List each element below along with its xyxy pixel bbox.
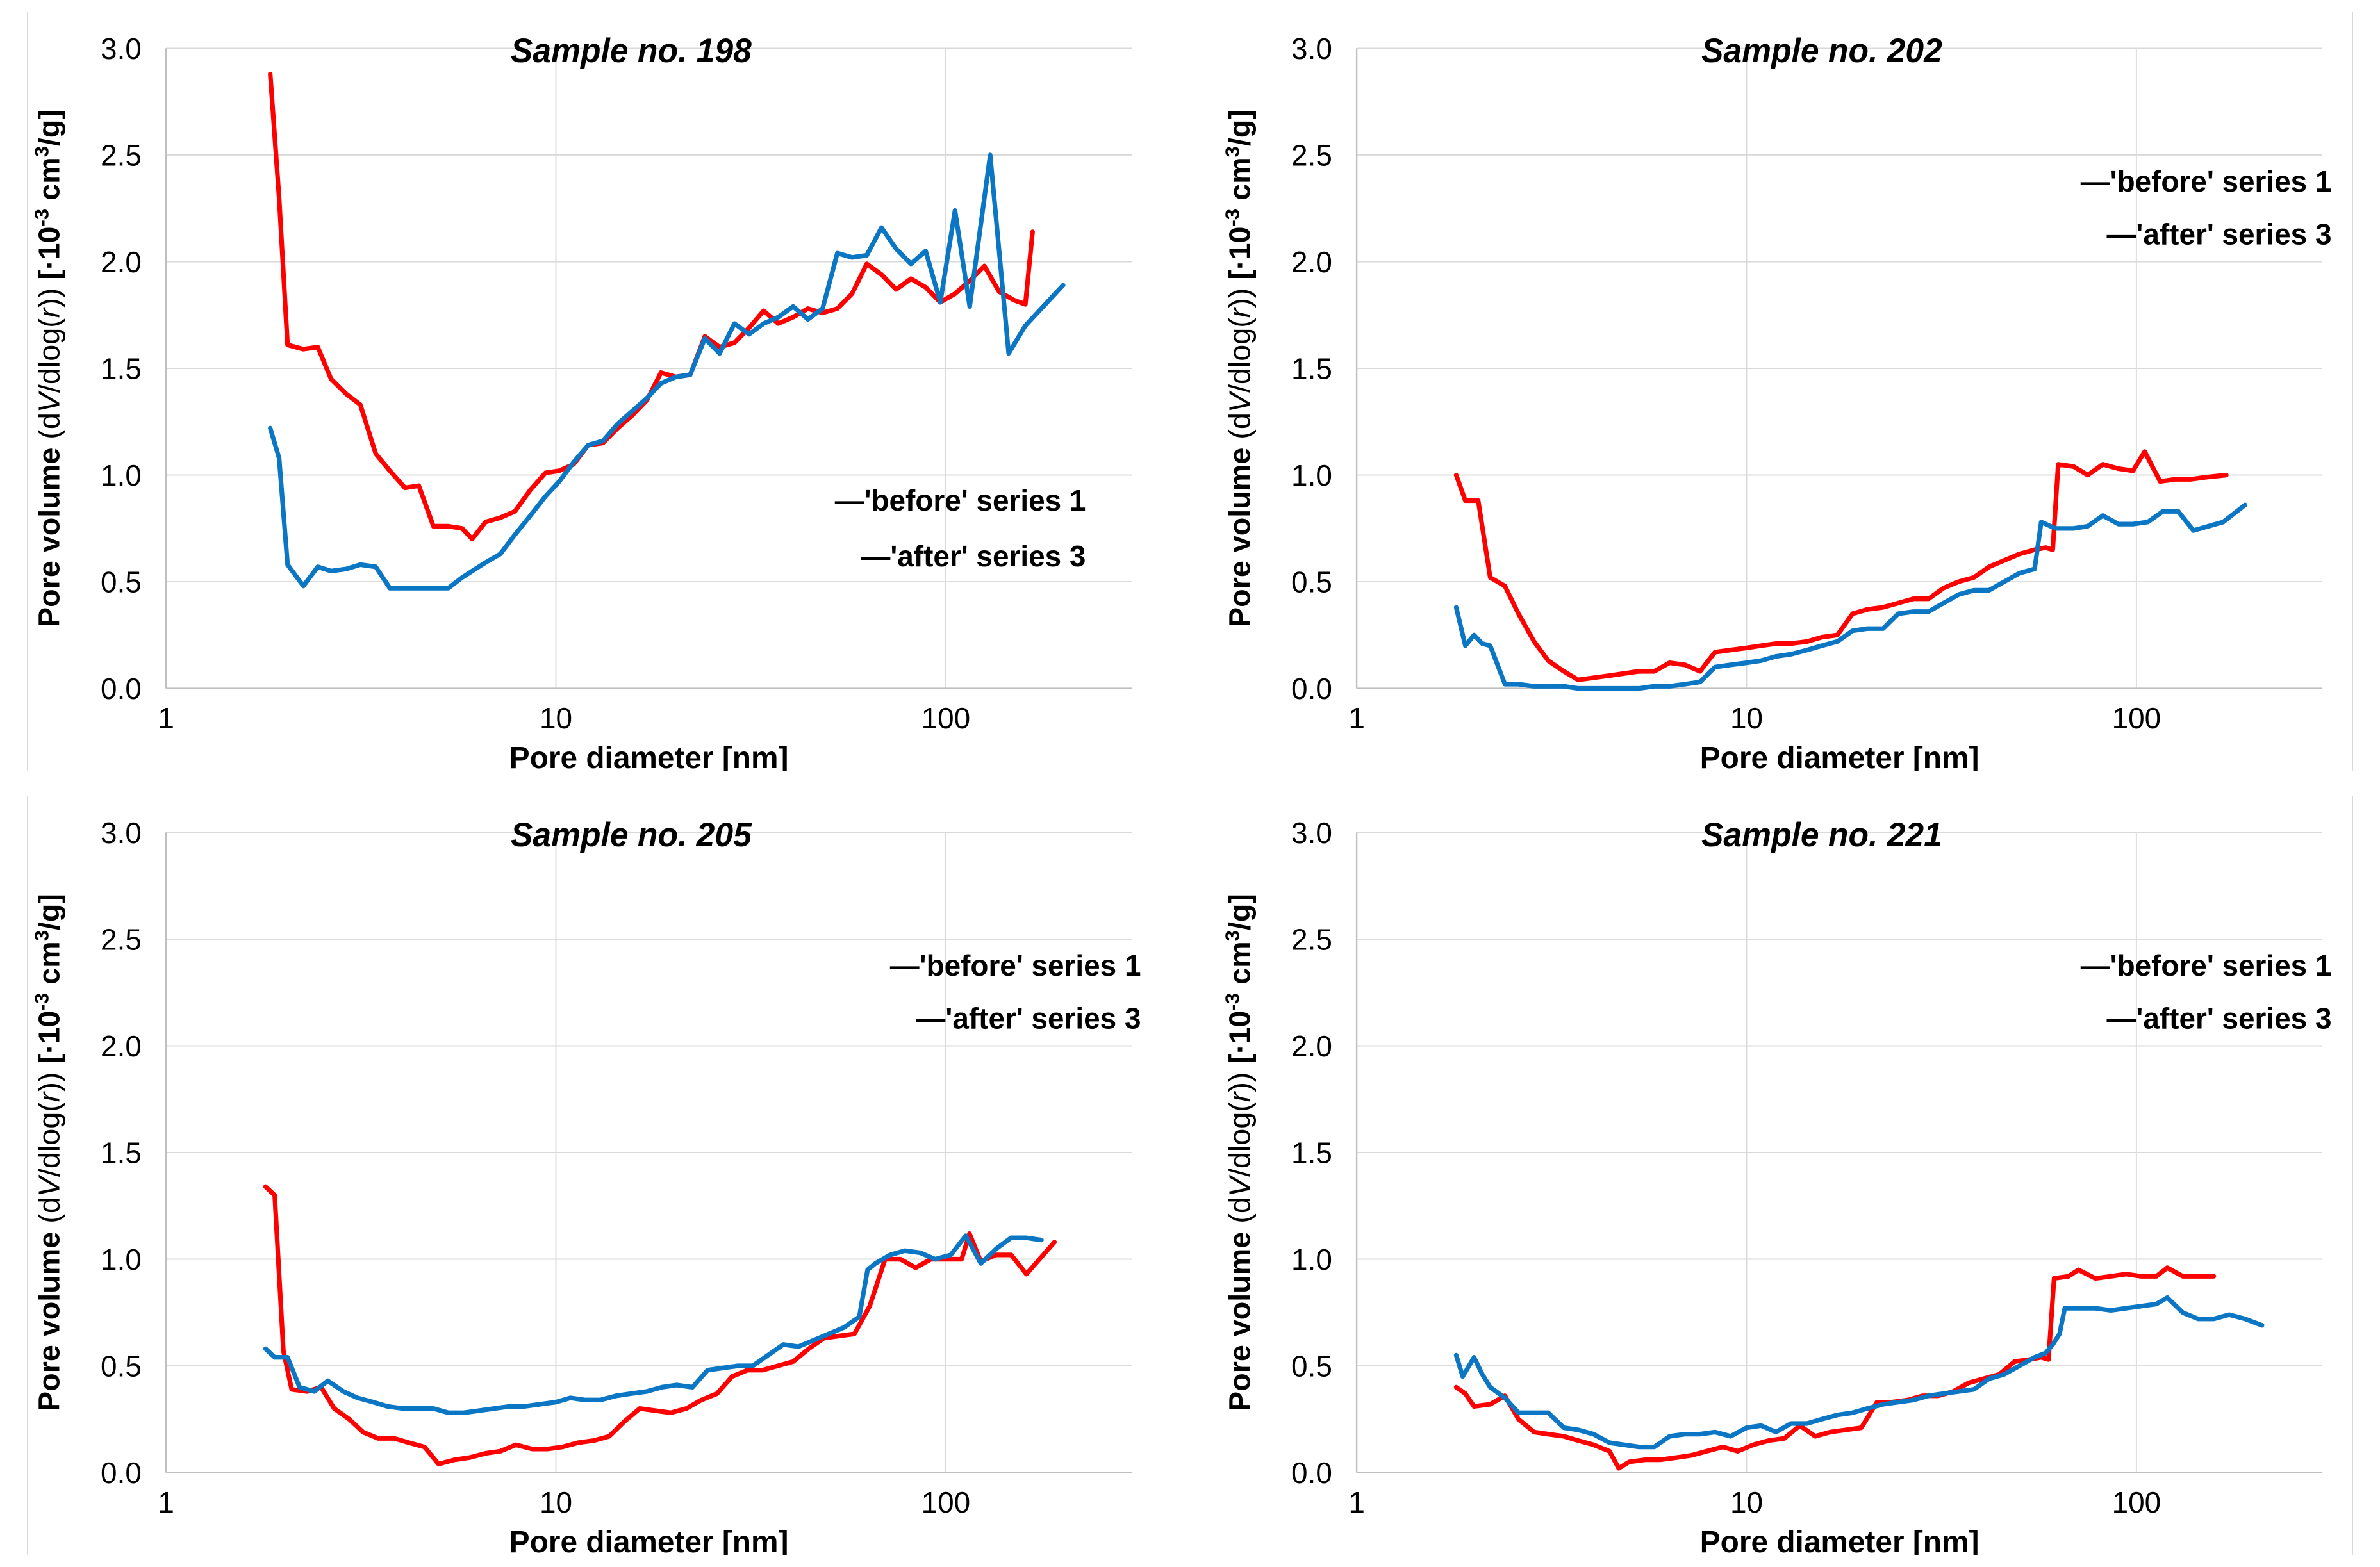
- y-tick-label: 2.5: [1291, 138, 1332, 172]
- y-tick-label: 2.0: [101, 245, 142, 278]
- chart-svg: 3.0 2.5 2.0 1.5 1.0 0.5 0.0 1 10 100 Pore diameter…: [1221, 816, 2332, 1555]
- y-tick-label: 1.5: [101, 1136, 142, 1169]
- x-tick-label: 10: [1730, 1485, 1763, 1518]
- y-tick-label: 2.0: [1291, 245, 1332, 278]
- y-tick-label: 3.0: [1291, 31, 1332, 65]
- x-axis-title: Pore diameter [nm]: [1700, 1525, 1979, 1555]
- series-line-after: [268, 152, 1066, 591]
- x-tick-label: 100: [2112, 701, 2161, 734]
- y-tick-label: 1.0: [1291, 1243, 1332, 1276]
- y-tick-label: 2.0: [101, 1029, 142, 1062]
- y-tick-label: 1.5: [1291, 352, 1332, 385]
- series-line-after: [263, 1233, 1044, 1415]
- series-line-after: [1453, 1295, 2265, 1450]
- y-tick-label: 0.0: [1291, 1456, 1332, 1489]
- series-line-before: [1453, 449, 2229, 682]
- legend-before: —'before' series 1: [2081, 165, 2332, 198]
- y-tick-label: 0.0: [1291, 672, 1332, 705]
- x-tick-label: 1: [158, 1485, 174, 1518]
- chart-svg: 3.0 2.5 2.0 1.5 1.0 0.5 0.0 1 10 100 Pore diameter…: [1221, 31, 2332, 771]
- x-tick-label: 10: [540, 701, 572, 734]
- y-tick-label: 2.5: [1291, 923, 1332, 956]
- y-tick-label: 0.0: [101, 672, 142, 705]
- y-tick-label: 1.0: [101, 459, 142, 492]
- y-tick-label: 2.0: [1291, 1029, 1332, 1062]
- chart-panel-198: 3.0 2.5 2.0 1.5 1.0 0.5 0.0 1 10 100 Pore diameter…: [27, 12, 1162, 771]
- chart-panel-221: 3.0 2.5 2.0 1.5 1.0 0.5 0.0 1 10 100 Pore diameter…: [1218, 796, 2353, 1555]
- legend-after: —'after' series 3: [2107, 217, 2332, 250]
- series-line-after: [1453, 502, 2248, 691]
- y-axis-title: Pore volume (dV/dlog(r)) [·10-3 cm3/g]: [31, 110, 66, 627]
- legend-before: —'before' series 1: [890, 949, 1141, 982]
- y-axis-title: Pore volume (dV/dlog(r)) [·10-3 cm3/g]: [1221, 110, 1257, 627]
- chart-title: Sample no. 205: [511, 816, 752, 853]
- y-tick-label: 3.0: [101, 31, 142, 65]
- y-tick-label: 0.5: [1291, 565, 1332, 598]
- chart-panel-205: 3.0 2.5 2.0 1.5 1.0 0.5 0.0 1 10 100 Pore diameter…: [27, 796, 1162, 1555]
- y-tick-label: 3.0: [101, 816, 142, 849]
- y-tick-label: 3.0: [1291, 816, 1332, 849]
- chart-panel-202: 3.0 2.5 2.0 1.5 1.0 0.5 0.0 1 10 100 Pore diameter…: [1218, 12, 2353, 771]
- series-line-before: [263, 1184, 1057, 1466]
- series-line-before: [268, 71, 1035, 542]
- y-tick-label: 1.0: [1291, 459, 1332, 492]
- x-tick-label: 1: [158, 701, 174, 734]
- x-tick-label: 100: [921, 701, 971, 734]
- y-axis-title: Pore volume (dV/dlog(r)) [·10-3 cm3/g]: [31, 894, 66, 1411]
- legend-after: —'after' series 3: [2107, 1001, 2332, 1035]
- chart-title: Sample no. 202: [1701, 32, 1942, 69]
- x-axis-title: Pore diameter [nm]: [509, 1525, 789, 1555]
- y-tick-label: 0.5: [101, 565, 142, 598]
- x-tick-label: 100: [921, 1485, 971, 1518]
- x-tick-label: 100: [2112, 1485, 2161, 1518]
- y-axis-title: Pore volume (dV/dlog(r)) [·10-3 cm3/g]: [1221, 894, 1257, 1411]
- x-axis-title: Pore diameter [nm]: [1700, 741, 1979, 771]
- chart-title: Sample no. 221: [1701, 816, 1942, 853]
- legend-after: —'after' series 3: [916, 1001, 1141, 1035]
- y-tick-label: 1.5: [101, 352, 142, 385]
- y-tick-label: 2.5: [101, 138, 142, 172]
- legend-after: —'after' series 3: [861, 539, 1086, 573]
- chart-title: Sample no. 198: [511, 32, 752, 69]
- legend-before: —'before' series 1: [835, 484, 1086, 517]
- legend-before: —'before' series 1: [2081, 949, 2332, 982]
- y-tick-label: 1.0: [101, 1243, 142, 1276]
- y-tick-label: 0.5: [1291, 1349, 1332, 1382]
- x-tick-label: 1: [1348, 701, 1365, 734]
- chart-svg: 3.0 2.5 2.0 1.5 1.0 0.5 0.0 1 10 100 Pore diameter…: [31, 31, 1132, 771]
- x-axis-title: Pore diameter [nm]: [509, 741, 789, 771]
- y-tick-label: 0.5: [101, 1349, 142, 1382]
- y-tick-label: 1.5: [1291, 1136, 1332, 1169]
- series-line-before: [1453, 1265, 2217, 1471]
- y-tick-label: 2.5: [101, 923, 142, 956]
- x-tick-label: 10: [540, 1485, 572, 1518]
- y-tick-label: 0.0: [101, 1456, 142, 1489]
- x-tick-label: 10: [1730, 701, 1763, 734]
- x-tick-label: 1: [1348, 1485, 1365, 1518]
- chart-svg: 3.0 2.5 2.0 1.5 1.0 0.5 0.0 1 10 100 Pore diameter…: [31, 816, 1141, 1555]
